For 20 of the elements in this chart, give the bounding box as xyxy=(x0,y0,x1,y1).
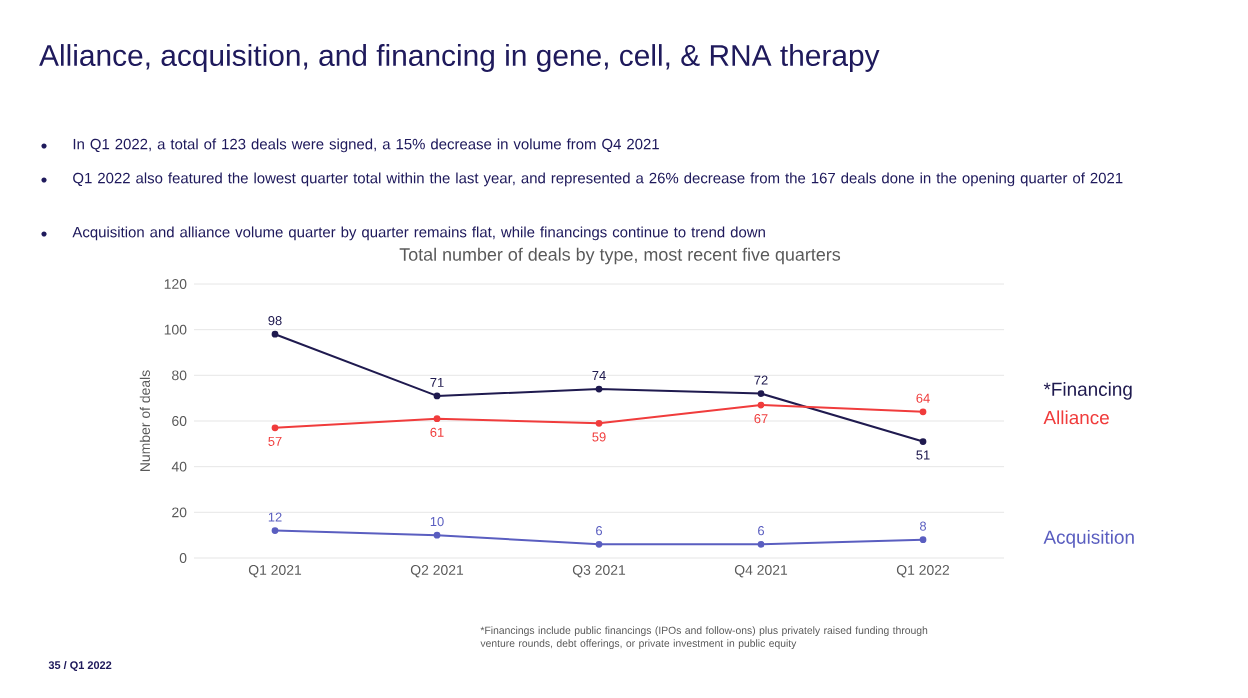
point xyxy=(595,419,603,427)
point xyxy=(757,390,765,397)
chart-subtitle: Total number of deals by type, most recent five quarters xyxy=(399,247,841,265)
point xyxy=(595,540,603,548)
point xyxy=(433,392,441,400)
point xyxy=(919,408,927,416)
text: Acquisition xyxy=(1043,529,1134,548)
chart-title: Alliance, acquisition, and financing in gene, cell, & RNA therapy xyxy=(39,44,880,72)
point xyxy=(595,385,603,393)
text: Alliance xyxy=(1043,410,1109,425)
point xyxy=(757,540,765,548)
point xyxy=(433,415,441,423)
point xyxy=(271,330,279,338)
point xyxy=(919,536,927,544)
point xyxy=(271,527,279,534)
point xyxy=(919,438,927,445)
point xyxy=(433,531,441,539)
text: *Financing xyxy=(1043,382,1132,400)
point xyxy=(271,424,279,432)
point xyxy=(757,401,765,409)
